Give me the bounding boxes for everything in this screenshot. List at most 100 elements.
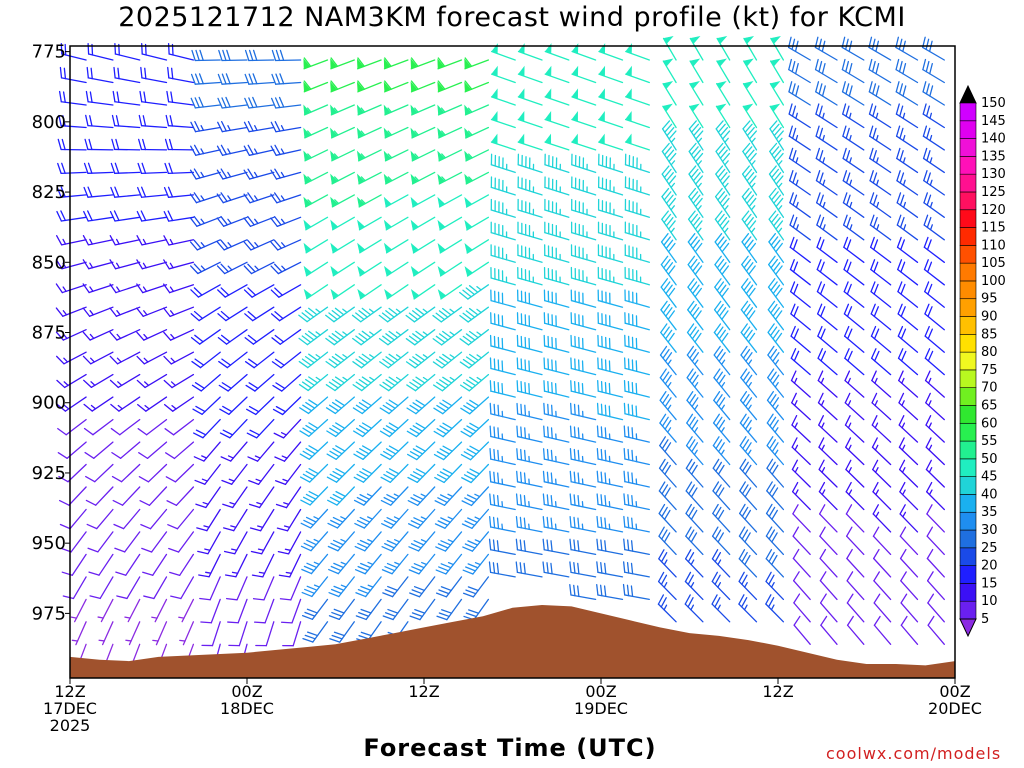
barb-full-flag [411,589,423,595]
wind-barb [661,165,677,196]
barb-full-flag [790,348,797,359]
barb-half-flag [254,455,261,459]
wind-barb [517,88,543,106]
wind-barb [85,90,114,106]
barb-full-flag [873,615,881,626]
barb-full-flag [408,546,420,552]
wind-barb [571,65,597,84]
barb-full-flag [926,194,932,206]
barb-full-flag [380,476,391,483]
barb-full-flag [631,472,634,485]
barb-staff [926,535,945,556]
barb-full-flag [659,345,668,356]
barb-full-flag [775,130,784,140]
barb-full-flag [818,83,823,95]
barb-full-flag [168,162,174,174]
barb-full-flag [60,210,66,222]
barb-full-flag [819,239,825,251]
barb-full-flag [383,520,395,526]
wind-barb [842,125,865,151]
barb-full-flag [902,85,907,97]
wind-barb [357,57,382,70]
wind-barb [109,210,141,222]
barb-full-flag [739,390,748,401]
wind-barb [137,162,168,175]
barb-half-flag [468,176,474,182]
barb-half-flag [505,276,508,284]
barb-full-flag [381,546,393,552]
wind-barb [846,548,865,578]
barb-full-flag [308,490,320,498]
barb-full-flag [925,459,932,471]
barb-full-flag [190,289,200,298]
credit-text[interactable]: coolwx.com/models [826,744,1002,763]
barb-full-flag [462,592,475,598]
barb-full-flag [896,214,902,226]
barb-full-flag [109,259,117,270]
barb-full-flag [334,376,345,384]
barb-full-flag [688,187,697,198]
wind-barb [112,90,141,106]
barb-staff [792,535,811,556]
barb-full-flag [924,281,930,293]
barb-full-flag [109,235,116,246]
barb-full-flag [660,552,668,563]
barb-full-flag [899,194,905,206]
barb-full-flag [298,337,309,346]
barb-full-flag [842,125,847,137]
barb-full-flag [243,121,250,133]
colorbar-segment [959,529,977,549]
wind-barb [569,538,597,556]
barb-full-flag [438,566,450,572]
barb-full-flag [789,192,794,204]
barb-full-flag [743,236,752,246]
barb-full-flag [770,281,778,291]
barb-full-flag [515,516,519,528]
wind-barb [817,370,838,398]
barb-full-flag [410,474,421,481]
barb-full-flag [245,384,256,392]
barb-staff [172,418,195,436]
barb-full-flag [388,422,399,430]
barb-pennant [715,103,727,112]
wind-barb [740,300,758,331]
barb-full-flag [433,430,444,438]
wind-barb [357,239,382,254]
barb-full-flag [550,562,553,575]
barb-full-flag [435,335,446,344]
barb-staff [263,576,275,601]
barb-staff [900,580,919,601]
barb-full-flag [900,283,906,295]
barb-half-flag [307,176,313,182]
barb-full-flag [597,244,600,256]
wind-barb [661,142,677,174]
barb-full-flag [716,303,724,314]
barb-full-flag [608,360,611,373]
barb-full-flag [521,177,523,190]
wind-barb [769,142,785,174]
wind-barb [85,486,114,506]
barb-full-flag [739,458,747,469]
wind-barb [113,508,141,530]
barb-full-flag [494,245,496,258]
barb-full-flag [381,312,392,321]
wind-barb [410,149,436,162]
barb-full-flag [109,355,119,365]
barb-full-flag [662,281,671,292]
barb-full-flag [692,172,701,182]
barb-full-flag [743,213,752,224]
barb-full-flag [387,585,399,591]
wind-barb [303,104,329,116]
barb-full-flag [528,247,531,260]
barb-full-flag [328,615,340,621]
wind-barb [571,88,597,106]
barb-full-flag [744,509,752,520]
wind-barb [624,176,650,196]
wind-barb [743,35,758,61]
barb-full-flag [86,523,98,530]
barb-full-flag [517,266,519,279]
barb-full-flag [380,453,391,461]
barb-full-flag [875,85,880,97]
barb-half-flag [559,276,561,284]
barb-staff [68,486,87,506]
